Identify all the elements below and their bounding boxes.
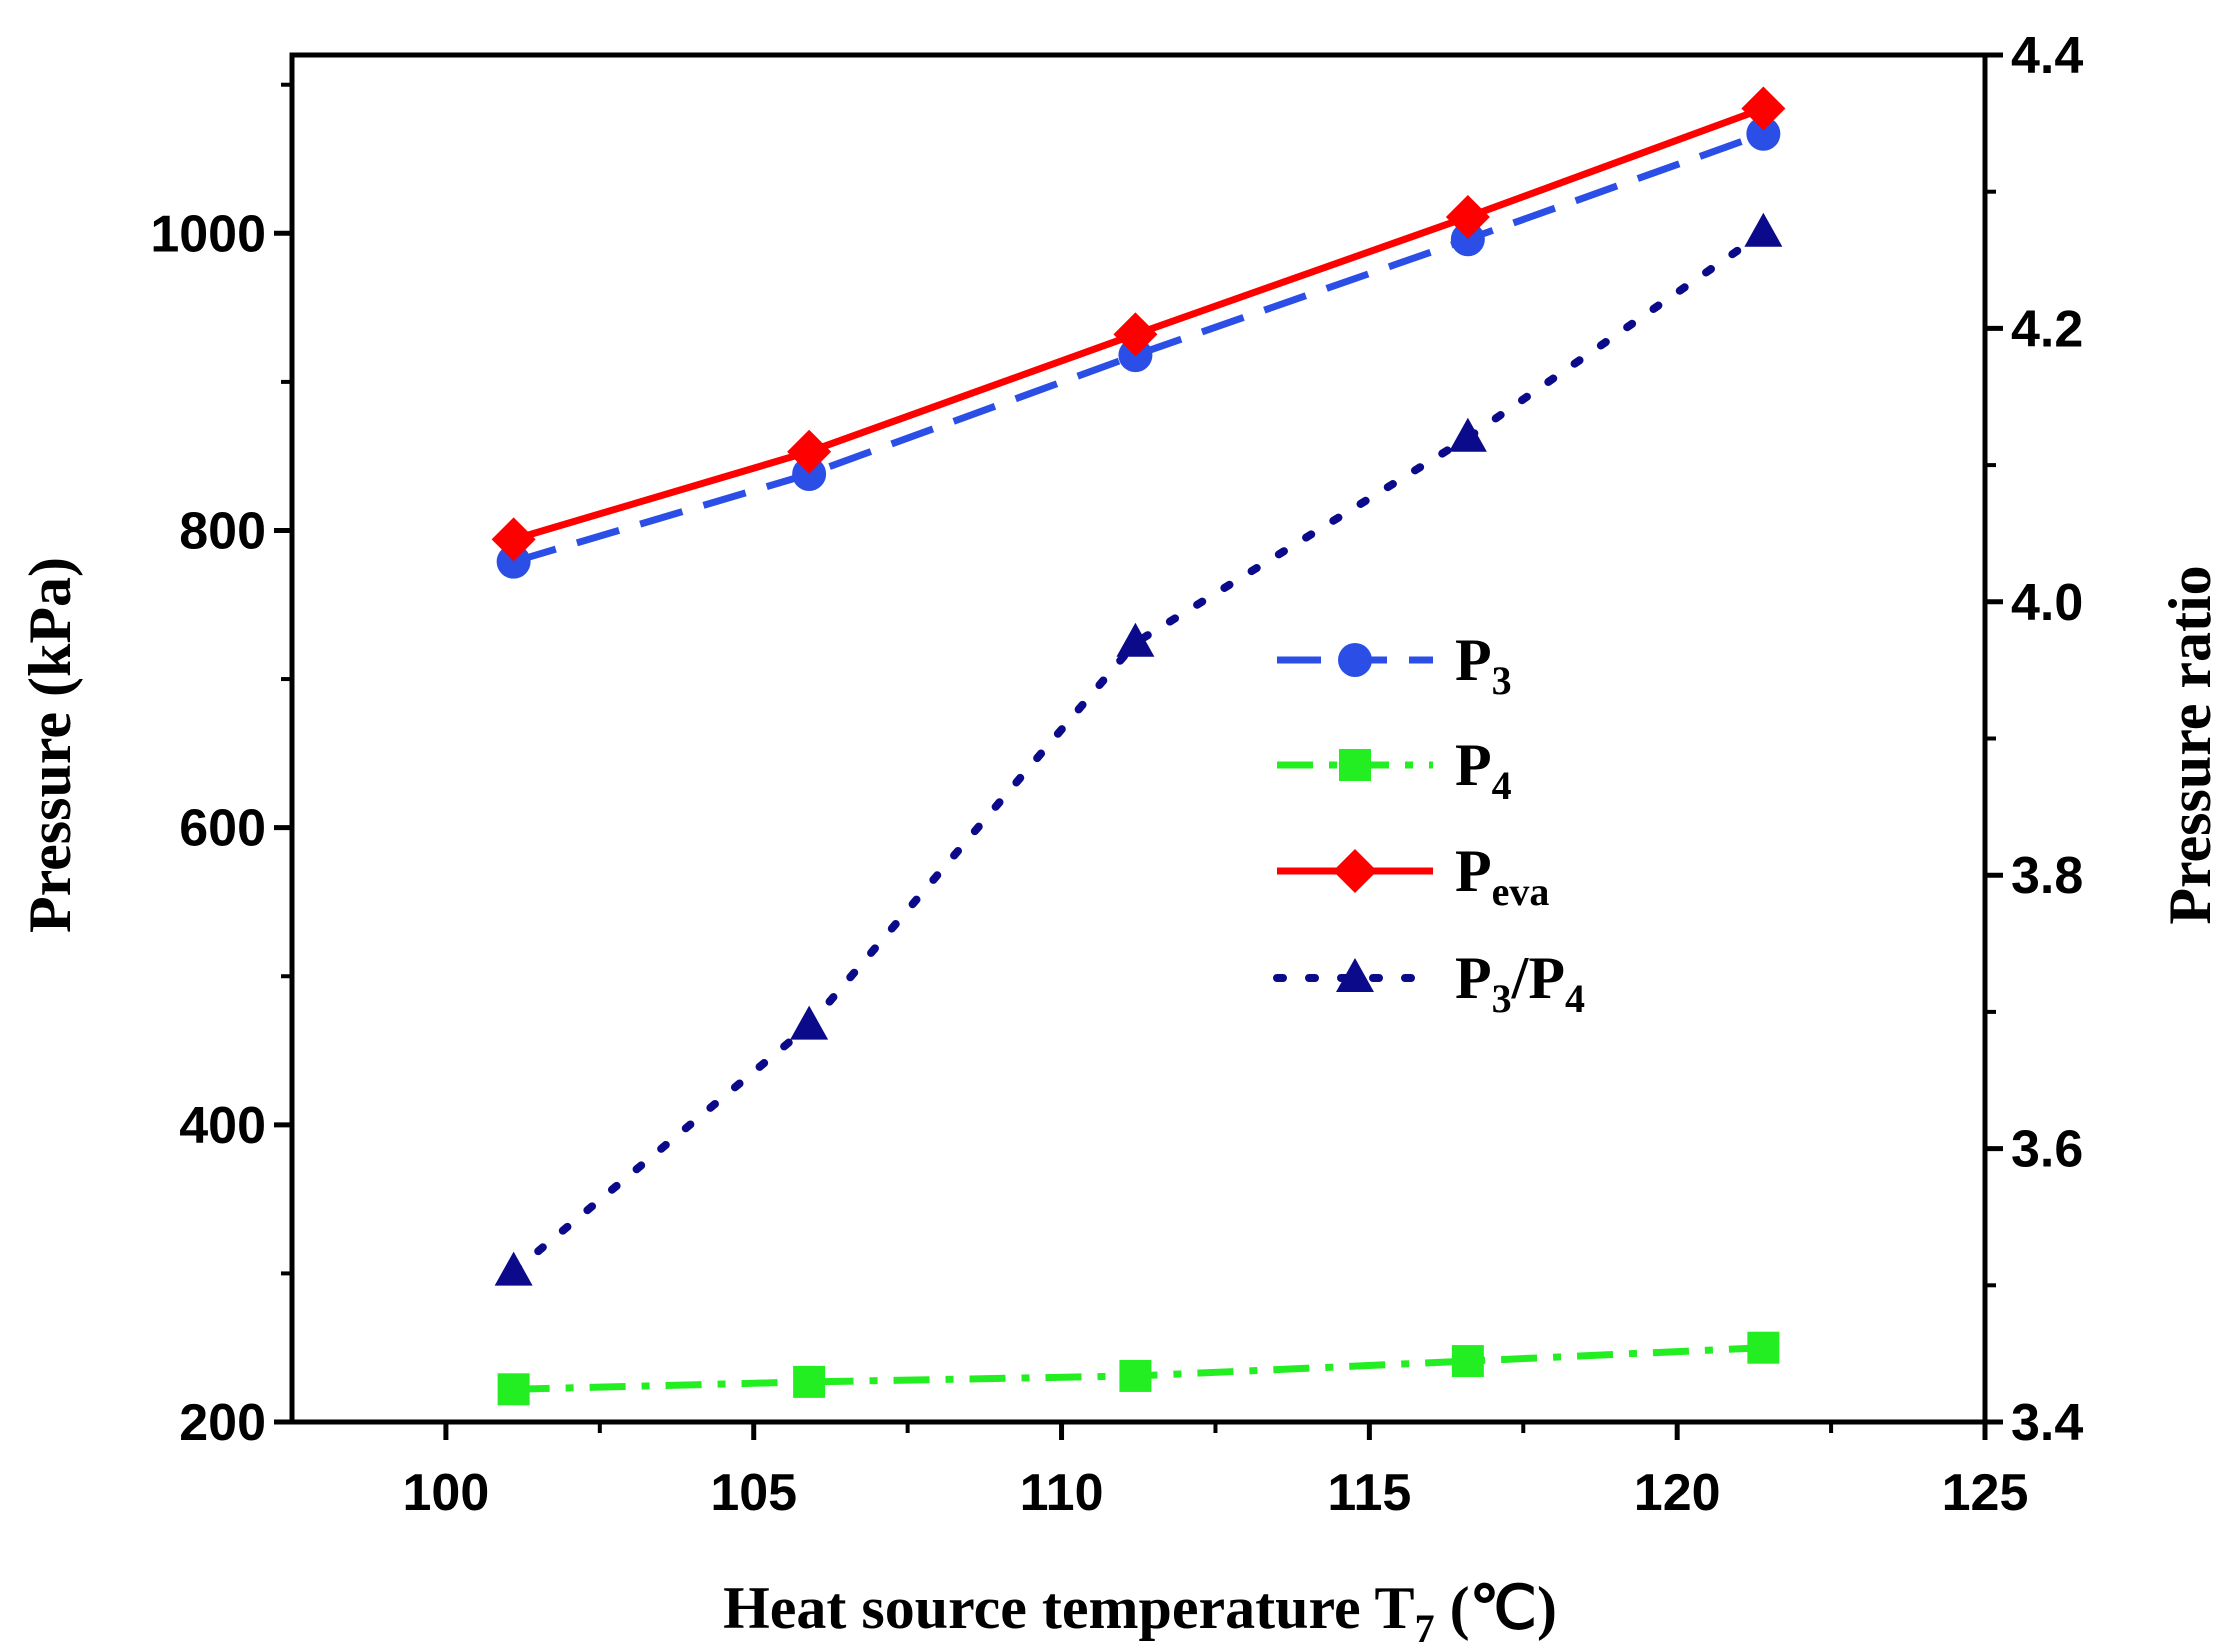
legend-label: P3/P4 — [1455, 945, 1585, 1021]
legend-item: Peva — [1277, 838, 1549, 914]
series-P34 — [494, 212, 1783, 1286]
x-axis-title-unit: (℃) — [1435, 1575, 1557, 1641]
y2-tick-label: 3.8 — [2011, 847, 2083, 905]
y2-tick-label: 4.0 — [2011, 574, 2083, 632]
data-point — [491, 517, 536, 562]
tick-marks — [274, 52, 2003, 1440]
data-point — [1445, 194, 1490, 239]
series-layer — [491, 86, 1786, 1406]
y-tick-label: 800 — [179, 502, 266, 560]
x-tick-label: 105 — [710, 1464, 797, 1522]
x-axis-title: Heat source temperature T7 (℃) — [723, 1575, 1557, 1647]
data-point — [790, 1005, 829, 1040]
x-axis-title-sub: 7 — [1415, 1606, 1435, 1647]
plot-frame — [289, 52, 1988, 1425]
legend-item: P3/P4 — [1273, 945, 1585, 1021]
legend-label: Peva — [1455, 838, 1549, 914]
legend: P3 P4 Peva P3/P4 — [1273, 627, 1585, 1021]
x-tick-label: 125 — [1942, 1464, 2029, 1522]
data-point — [497, 1373, 530, 1406]
legend-item: P4 — [1277, 732, 1512, 808]
data-point — [792, 457, 827, 492]
x-tick-label: 115 — [1327, 1464, 1411, 1522]
y2-tick-label: 3.6 — [2011, 1121, 2083, 1179]
data-point — [1744, 212, 1783, 247]
y2-axis-title: Pressure ratio — [2157, 565, 2223, 924]
x-tick-label: 120 — [1634, 1464, 1721, 1522]
legend-marker — [1333, 849, 1377, 893]
y2-tick-label: 3.4 — [2011, 1394, 2083, 1452]
data-point — [1448, 417, 1487, 452]
data-point — [1741, 86, 1786, 131]
series-P4 — [497, 1331, 1780, 1406]
data-point — [1116, 622, 1155, 657]
legend-marker — [1339, 749, 1371, 781]
legend-marker — [1338, 643, 1372, 677]
x-tick-label: 100 — [403, 1464, 490, 1522]
legend-label: P3 — [1455, 627, 1512, 703]
data-point — [787, 429, 832, 474]
y-axis-title: Pressure (kPa) — [17, 557, 83, 933]
plot-axes — [289, 52, 1988, 1425]
data-point — [496, 544, 531, 579]
y-tick-label: 600 — [179, 800, 266, 858]
legend-label: P4 — [1455, 732, 1512, 808]
legend-item: P3 — [1277, 627, 1512, 703]
data-point — [494, 1251, 533, 1286]
legend-marker — [1336, 958, 1374, 992]
x-axis-title-main: Heat source temperature T — [723, 1575, 1415, 1641]
series-Peva — [491, 86, 1786, 562]
data-point — [793, 1365, 826, 1398]
data-point — [1451, 1345, 1484, 1378]
x-tick-label: 110 — [1020, 1464, 1104, 1522]
data-point — [1747, 1331, 1780, 1364]
data-point — [1450, 222, 1485, 257]
y-tick-label: 400 — [179, 1097, 266, 1155]
data-point — [1113, 312, 1158, 357]
data-point — [1746, 116, 1781, 151]
y-tick-label: 200 — [179, 1394, 266, 1452]
series-line — [509, 228, 1768, 1276]
y-tick-label: 1000 — [150, 205, 266, 263]
y2-tick-label: 4.4 — [2011, 27, 2083, 85]
tick-labels: 100 105 110 115 120 125 200 400 600 800 1000 3.4 3.6… — [150, 27, 2083, 1522]
series-line — [512, 130, 1765, 566]
y2-tick-label: 4.2 — [2011, 300, 2083, 358]
data-point — [1119, 1359, 1152, 1392]
